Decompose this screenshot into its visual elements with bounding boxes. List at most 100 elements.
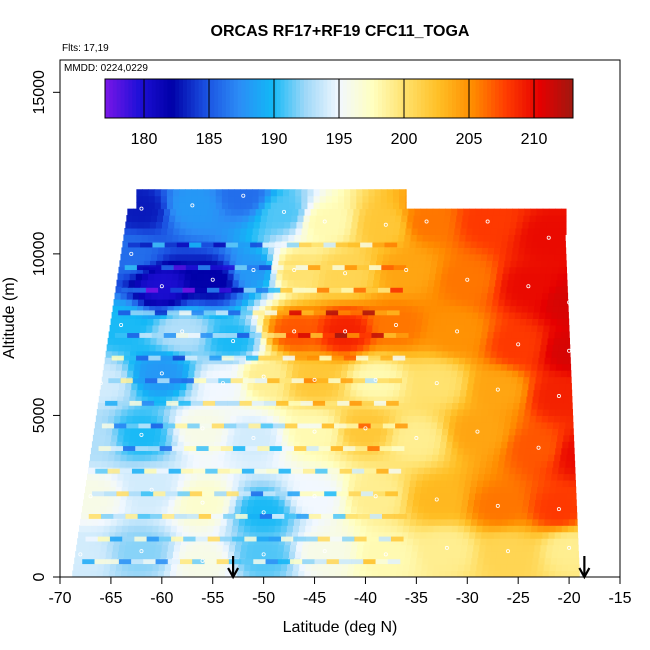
heatmap-cell bbox=[128, 518, 136, 526]
heatmap-cell bbox=[397, 480, 405, 488]
heatmap-cell bbox=[537, 286, 544, 294]
heatmap-cell bbox=[170, 324, 178, 332]
heatmap-cell bbox=[467, 383, 474, 391]
heatmap-cell bbox=[555, 363, 563, 371]
heatmap-cell bbox=[314, 505, 321, 513]
heatmap-cell bbox=[285, 531, 293, 539]
heatmap-cell bbox=[202, 318, 209, 326]
heatmap-cell bbox=[251, 318, 258, 326]
heatmap-cell bbox=[462, 331, 470, 339]
heatmap-streak bbox=[201, 242, 214, 248]
heatmap-cell bbox=[306, 234, 314, 242]
heatmap-cell bbox=[331, 312, 339, 319]
heatmap-cell bbox=[185, 202, 192, 210]
heatmap-cell bbox=[349, 473, 357, 481]
heatmap-cell bbox=[512, 408, 519, 416]
heatmap-cell bbox=[318, 518, 325, 526]
heatmap-cell bbox=[345, 221, 352, 229]
heatmap-streak bbox=[220, 446, 234, 451]
heatmap-cell bbox=[205, 215, 213, 223]
heatmap-cell bbox=[408, 370, 415, 378]
heatmap-cell bbox=[475, 247, 483, 255]
heatmap-streak bbox=[95, 468, 108, 474]
heatmap-cell bbox=[252, 228, 260, 235]
heatmap-streak bbox=[170, 287, 183, 293]
heatmap-cell bbox=[206, 408, 214, 416]
heatmap-cell bbox=[479, 383, 487, 391]
heatmap-cell bbox=[106, 344, 114, 352]
heatmap-cell bbox=[76, 544, 83, 552]
heatmap-cell bbox=[384, 447, 391, 455]
heatmap-cell bbox=[426, 492, 433, 500]
heatmap-streak bbox=[184, 355, 198, 361]
heatmap-cell bbox=[282, 189, 290, 197]
heatmap-cell bbox=[183, 318, 191, 326]
heatmap-cell bbox=[112, 389, 119, 397]
heatmap-cell bbox=[188, 447, 196, 455]
heatmap-streak bbox=[120, 378, 134, 384]
heatmap-cell bbox=[484, 473, 491, 481]
heatmap-cell bbox=[78, 531, 85, 539]
heatmap-cell bbox=[150, 499, 157, 507]
heatmap-cell bbox=[169, 253, 176, 261]
heatmap-cell bbox=[179, 344, 187, 352]
heatmap-streak bbox=[299, 491, 313, 497]
heatmap-cell bbox=[368, 312, 375, 319]
heatmap-cell bbox=[494, 564, 502, 572]
heatmap-streak bbox=[385, 491, 398, 497]
heatmap-cell bbox=[433, 525, 441, 533]
heatmap-cell bbox=[110, 441, 117, 449]
heatmap-cell bbox=[543, 286, 550, 294]
heatmap-streak bbox=[250, 491, 264, 497]
heatmap-cell bbox=[286, 525, 294, 533]
heatmap-cell bbox=[240, 350, 247, 358]
heatmap-cell bbox=[483, 557, 491, 565]
heatmap-cell bbox=[131, 260, 139, 268]
heatmap-cell bbox=[321, 215, 329, 223]
heatmap-cell bbox=[307, 266, 315, 274]
heatmap-cell bbox=[182, 447, 190, 455]
heatmap-cell bbox=[345, 299, 353, 307]
heatmap-cell bbox=[316, 570, 324, 578]
heatmap-cell bbox=[417, 389, 425, 397]
heatmap-cell bbox=[490, 389, 498, 397]
heatmap-cell bbox=[151, 454, 158, 462]
heatmap-cell bbox=[438, 253, 445, 261]
heatmap-cell bbox=[258, 312, 265, 319]
heatmap-cell bbox=[124, 505, 132, 513]
heatmap-streak bbox=[316, 378, 329, 384]
heatmap-cell bbox=[472, 551, 479, 559]
heatmap-cell bbox=[289, 228, 296, 235]
heatmap-cell bbox=[157, 208, 165, 216]
heatmap-cell bbox=[516, 421, 523, 429]
heatmap-cell bbox=[451, 363, 459, 371]
sample-point bbox=[231, 339, 236, 344]
heatmap-cell bbox=[514, 234, 521, 242]
heatmap-cell bbox=[571, 538, 579, 546]
heatmap-streak bbox=[265, 559, 279, 565]
sample-point bbox=[485, 219, 490, 224]
heatmap-streak bbox=[121, 287, 135, 293]
heatmap-cell bbox=[244, 279, 252, 287]
heatmap-cell bbox=[526, 396, 534, 404]
heatmap-cell bbox=[155, 383, 163, 391]
heatmap-cell bbox=[109, 447, 116, 455]
heatmap-cell bbox=[528, 460, 536, 468]
heatmap-cell bbox=[476, 441, 484, 449]
heatmap-cell bbox=[246, 305, 254, 313]
heatmap-cell bbox=[402, 324, 410, 332]
heatmap-cell bbox=[344, 389, 351, 397]
heatmap-cell bbox=[360, 363, 367, 371]
heatmap-streak bbox=[289, 310, 302, 316]
heatmap-streak bbox=[225, 242, 239, 248]
heatmap-cell bbox=[244, 564, 251, 572]
heatmap-cell bbox=[270, 551, 278, 559]
heatmap-cell bbox=[398, 234, 405, 242]
heatmap-cell bbox=[378, 247, 385, 255]
heatmap-cell bbox=[153, 480, 160, 488]
heatmap-cell bbox=[127, 370, 134, 378]
heatmap-cell bbox=[243, 370, 250, 378]
heatmap-cell bbox=[242, 253, 250, 261]
heatmap-cell bbox=[282, 350, 290, 358]
heatmap-cell bbox=[557, 473, 564, 481]
